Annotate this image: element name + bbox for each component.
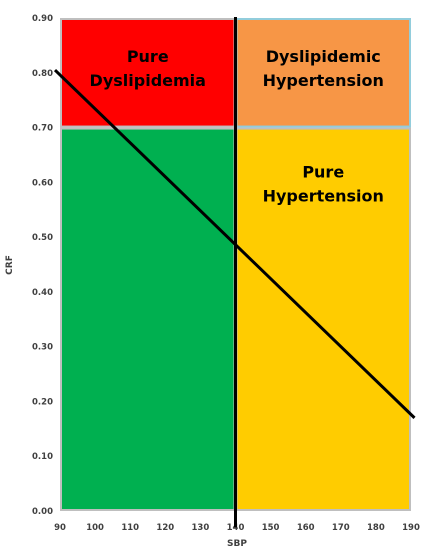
y-tick-label: 0.20 bbox=[32, 397, 53, 407]
y-tick-label: 0.70 bbox=[32, 124, 53, 134]
x-tick-label: 160 bbox=[297, 523, 315, 533]
x-tick-label: 170 bbox=[332, 523, 350, 533]
y-tick-label: 0.00 bbox=[32, 507, 53, 517]
x-tick-label: 190 bbox=[402, 523, 420, 533]
x-tick-label: 150 bbox=[262, 523, 280, 533]
x-tick-label: 100 bbox=[86, 523, 104, 533]
region-1-label-line-1: Hypertension bbox=[263, 71, 384, 90]
x-axis-title: SBP bbox=[227, 539, 247, 549]
x-tick-label: 90 bbox=[54, 523, 66, 533]
y-tick-label: 0.60 bbox=[32, 178, 53, 188]
trend-line bbox=[53, 68, 416, 419]
y-tick-label: 0.10 bbox=[32, 452, 53, 462]
y-tick-label: 0.90 bbox=[32, 14, 53, 24]
regions-layer bbox=[60, 18, 411, 512]
y-tick-label: 0.40 bbox=[32, 288, 53, 298]
x-tick-label: 120 bbox=[156, 523, 174, 533]
lines-layer bbox=[53, 17, 416, 528]
region-3-label-line-0: Pure bbox=[302, 163, 344, 182]
region-2 bbox=[60, 127, 236, 512]
y-axis-title: CRF bbox=[5, 255, 15, 275]
x-tick-label: 180 bbox=[367, 523, 385, 533]
axes-layer: 90 100 110 120 130 140 150 160 170 180 190 0.00 0.10… bbox=[32, 14, 420, 533]
y-tick-label: 0.30 bbox=[32, 343, 53, 353]
region-3 bbox=[235, 127, 411, 512]
region-3-label-line-1: Hypertension bbox=[263, 187, 384, 206]
x-tick-label: 130 bbox=[192, 523, 210, 533]
region-0 bbox=[60, 18, 236, 128]
y-tick-label: 0.50 bbox=[32, 233, 53, 243]
region-1 bbox=[235, 18, 411, 128]
region-0-label-line-0: Pure bbox=[127, 47, 169, 66]
region-labels-layer: Pure Dyslipidemia Dyslipidemic Hypertension… bbox=[90, 47, 384, 206]
region-1-label-line-0: Dyslipidemic bbox=[266, 47, 381, 66]
y-tick-label: 0.80 bbox=[32, 69, 53, 79]
region-0-label-line-1: Dyslipidemia bbox=[90, 71, 206, 90]
x-tick-label: 110 bbox=[121, 523, 139, 533]
x-tick-label: 140 bbox=[227, 523, 245, 533]
